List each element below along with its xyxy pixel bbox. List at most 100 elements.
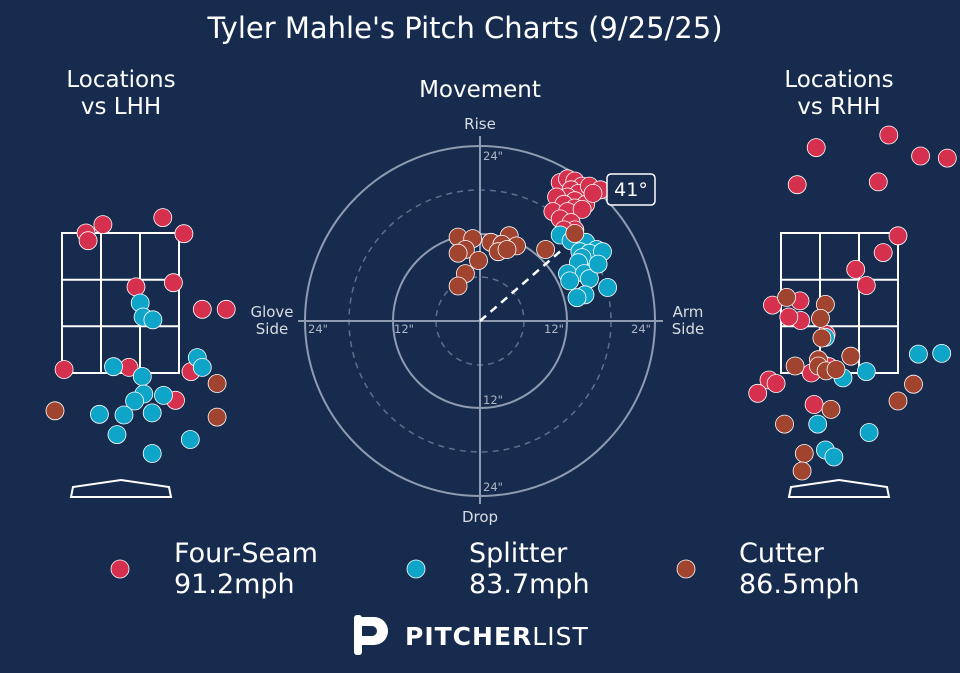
location-point-four-seam	[804, 395, 824, 414]
location-point-four-seam	[911, 146, 930, 166]
lhh-home-plate	[69, 478, 173, 498]
legend: Four-Seam 91.2mph Splitter 83.7mph Cutte…	[110, 538, 860, 600]
location-point-cutter	[792, 461, 812, 481]
legend-marker-cutter	[676, 559, 696, 579]
location-point-splitter	[154, 385, 173, 405]
location-point-four-seam	[868, 172, 888, 192]
ring-label-bottom-12: 12"	[483, 393, 503, 407]
location-point-cutter	[775, 414, 794, 434]
location-point-cutter	[207, 407, 227, 427]
location-point-splitter	[909, 344, 928, 364]
movement-point-cutter	[448, 243, 468, 263]
right-panel-title-line1: Locations	[784, 67, 893, 93]
location-point-splitter	[125, 391, 145, 411]
left-panel-title-line1: Locations	[66, 67, 175, 93]
axis-label-drop: Drop	[462, 508, 498, 526]
ring-label-left-24: 24"	[308, 322, 328, 336]
location-point-four-seam	[856, 276, 876, 295]
axis-label-rise: Rise	[464, 115, 496, 133]
location-point-four-seam	[846, 259, 866, 279]
svg-text:PITCHERLIST: PITCHERLIST	[405, 622, 589, 651]
location-point-four-seam	[153, 208, 173, 228]
legend-velo-cutter: 86.5mph	[739, 569, 860, 600]
location-point-four-seam	[879, 125, 899, 145]
pitcherlist-p-icon	[354, 615, 388, 655]
location-point-splitter	[132, 367, 152, 386]
center-panel-title: Movement	[419, 77, 541, 103]
legend-name-four-seam: Four-Seam	[174, 538, 318, 569]
location-point-four-seam	[748, 383, 768, 403]
location-point-four-seam	[192, 299, 212, 319]
location-point-cutter	[207, 374, 227, 393]
location-point-splitter	[104, 357, 123, 377]
ring-label-right-12: 12"	[544, 322, 564, 336]
axis-label-arm-line2: Side	[672, 320, 704, 338]
movement-point-splitter	[588, 254, 608, 274]
location-point-splitter	[107, 425, 127, 445]
arm-angle-badge: 41°	[606, 173, 656, 206]
location-point-splitter	[824, 447, 844, 467]
location-point-cutter	[826, 360, 846, 379]
location-point-four-seam	[174, 224, 194, 244]
location-point-cutter	[841, 346, 861, 366]
location-point-four-seam	[126, 277, 146, 297]
location-point-cutter	[45, 401, 65, 421]
location-point-four-seam	[216, 299, 236, 319]
brand-name-bold: PITCHER	[405, 622, 532, 651]
right-panel-title-line2: vs RHH	[797, 94, 880, 120]
location-point-splitter	[932, 343, 952, 363]
movement-point-cutter	[565, 224, 585, 243]
location-point-four-seam	[78, 231, 98, 251]
rhh-home-plate	[787, 478, 891, 498]
location-point-four-seam	[806, 138, 826, 158]
axis-label-glove-line1: Glove	[250, 303, 293, 321]
movement-scatter	[448, 169, 617, 308]
legend-velo-splitter: 83.7mph	[469, 569, 590, 600]
ring-label-bottom-24: 24"	[483, 480, 503, 494]
movement-point-splitter	[567, 288, 587, 308]
movement-point-cutter	[469, 251, 488, 270]
location-point-splitter	[180, 430, 200, 449]
rhh-scatter	[748, 125, 957, 481]
location-point-cutter	[812, 328, 832, 348]
ring-label-top-24: 24"	[483, 149, 503, 163]
movement-point-cutter	[497, 240, 517, 259]
axis-label-arm-line1: Arm	[673, 303, 704, 321]
location-point-splitter	[859, 423, 879, 442]
pitcherlist-logo: PITCHERLIST	[354, 615, 589, 655]
chart-title: Tyler Mahle's Pitch Charts (9/25/25)	[206, 11, 722, 45]
legend-name-cutter: Cutter	[739, 538, 825, 569]
location-point-cutter	[777, 287, 796, 307]
location-point-splitter	[192, 357, 212, 377]
location-point-four-seam	[779, 307, 799, 327]
ring-label-left-12: 12"	[394, 322, 414, 336]
location-point-cutter	[785, 356, 805, 376]
location-point-four-seam	[787, 175, 807, 195]
location-point-splitter	[856, 362, 876, 382]
movement-point-cutter	[448, 276, 468, 296]
location-point-cutter	[888, 391, 908, 411]
location-point-four-seam	[873, 243, 893, 263]
location-point-splitter	[143, 310, 163, 330]
left-panel-title-line2: vs LHH	[81, 94, 161, 120]
ring-label-right-24: 24"	[631, 322, 651, 336]
axis-label-glove-line2: Side	[256, 320, 288, 338]
movement-point-four-seam	[572, 199, 592, 219]
location-point-four-seam	[888, 226, 908, 246]
movement-point-splitter	[560, 271, 580, 291]
lhh-strike-zone	[61, 232, 180, 374]
location-point-splitter	[142, 403, 162, 423]
legend-marker-splitter	[406, 559, 426, 579]
location-point-splitter	[90, 404, 109, 424]
brand-name-light: LIST	[532, 622, 588, 651]
location-point-four-seam	[937, 148, 957, 168]
movement-point-four-seam	[583, 183, 603, 203]
legend-marker-four-seam	[110, 559, 130, 579]
location-point-splitter	[114, 405, 134, 425]
movement-point-cutter	[536, 240, 555, 259]
location-point-four-seam	[93, 215, 113, 235]
arm-angle-label: 41°	[614, 179, 648, 201]
location-point-cutter	[904, 374, 923, 394]
location-point-cutter	[811, 308, 830, 328]
